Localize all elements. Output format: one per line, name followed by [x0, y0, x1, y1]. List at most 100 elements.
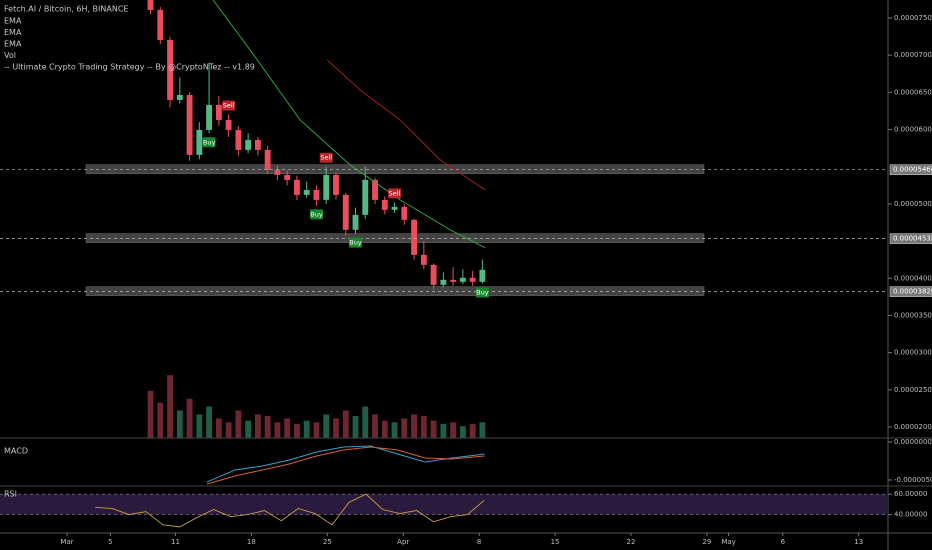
volume-bar — [235, 410, 242, 438]
volume-bar — [225, 422, 232, 438]
candle-body — [264, 149, 271, 170]
candle-body — [206, 104, 213, 130]
candle-body — [186, 94, 193, 155]
volume-bar — [254, 414, 261, 438]
volume-bar — [274, 422, 281, 438]
y-tick-label: -0.00000500 — [894, 476, 932, 484]
candle-body — [411, 219, 417, 255]
volume-bar — [372, 414, 378, 438]
x-tick-label: Mar — [60, 538, 73, 546]
x-tick-label: 18 — [247, 538, 256, 546]
candle-body — [333, 174, 339, 195]
volume-bar — [469, 423, 476, 438]
signal-label: Buy — [476, 288, 489, 296]
volume-bar — [157, 402, 164, 438]
candle-body — [362, 179, 369, 215]
y-tick-label: 40.00000 — [894, 511, 927, 519]
candle-body — [215, 104, 222, 120]
macd-line — [206, 446, 485, 485]
level-label-box — [889, 164, 932, 175]
signal-label: Buy — [349, 239, 362, 247]
candle-body — [245, 139, 252, 150]
legend-entry: Vol — [4, 51, 16, 60]
level-label: 0.00003820 — [893, 288, 932, 296]
volume-bar — [352, 416, 359, 438]
ema-line — [326, 59, 486, 191]
volume-bar — [430, 420, 437, 438]
level-zone — [85, 233, 705, 243]
volume-bar — [401, 418, 408, 438]
volume-bar — [206, 406, 213, 438]
x-tick-label: Apr — [397, 538, 409, 546]
level-zone — [85, 164, 705, 174]
candle-body — [303, 189, 310, 195]
level-label-box — [889, 233, 932, 244]
legend-entry: EMA — [4, 17, 22, 26]
volume-bar — [459, 426, 466, 438]
candle-body — [352, 214, 359, 230]
candle-body — [479, 269, 486, 282]
candle-body — [342, 194, 349, 230]
x-tick-label: 29 — [702, 538, 711, 546]
signal-box — [349, 237, 363, 248]
signal-label: Buy — [203, 138, 216, 146]
level-label-box — [889, 286, 932, 297]
x-tick-label: 13 — [854, 538, 863, 546]
candle-body — [176, 94, 183, 100]
y-tick-label: 60.00000 — [894, 490, 927, 498]
signal-box — [202, 137, 216, 148]
chart-title: Fetch.AI / Bitcoin, 6H, BINANCE — [4, 5, 129, 14]
rsi-line — [95, 493, 485, 528]
candle-body — [274, 169, 281, 175]
volume-bar — [440, 423, 447, 438]
level-label: 0.00004533 — [893, 235, 932, 243]
signal-label: Sell — [320, 154, 332, 162]
signal-label: Sell — [223, 102, 235, 110]
level-zone — [85, 286, 705, 296]
ema-line — [212, 0, 486, 249]
x-tick-label: May — [721, 538, 735, 546]
volume-bar — [479, 422, 486, 438]
legend-entry: EMA — [4, 28, 22, 37]
candle-body — [391, 206, 398, 210]
x-tick-label: 6 — [781, 538, 786, 546]
candle-body — [254, 139, 261, 150]
volume-bar — [313, 422, 320, 438]
x-tick-label: 11 — [171, 538, 180, 546]
volume-bar — [342, 410, 349, 438]
candle-body — [167, 40, 173, 100]
volume-bar — [147, 390, 154, 438]
volume-bar — [245, 420, 252, 438]
volume-bar — [411, 414, 417, 438]
candle-body — [469, 277, 476, 282]
candle-body — [294, 179, 300, 195]
x-tick-label: 8 — [477, 538, 481, 546]
candle-body — [372, 179, 378, 200]
candle-body — [420, 254, 427, 265]
signal-box — [309, 209, 323, 220]
volume-bar — [215, 418, 222, 438]
legend-entry: EMA — [4, 40, 22, 49]
volume-bar — [196, 414, 203, 438]
candle-body — [440, 279, 447, 285]
macd-label: MACD — [4, 447, 28, 456]
volume-bar — [333, 418, 339, 438]
x-tick-label: 15 — [551, 538, 560, 546]
candle-body — [381, 199, 388, 210]
x-tick-label: 5 — [108, 538, 112, 546]
candle-body — [430, 264, 437, 285]
level-label: 0.00005460 — [893, 166, 932, 174]
candle-body — [313, 189, 320, 200]
candle-body — [459, 277, 466, 282]
candle-body — [401, 206, 408, 220]
rsi-band — [0, 494, 888, 515]
